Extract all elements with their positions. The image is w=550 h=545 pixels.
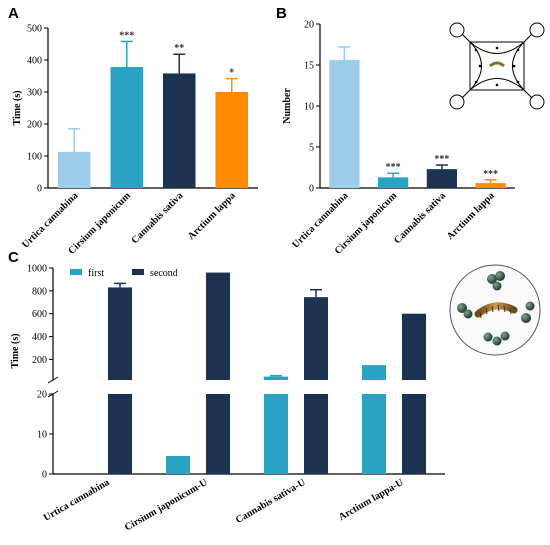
c-y-tick-label: 800 [32,286,47,297]
c-bar-first [264,394,288,474]
a-significance-label: ** [174,43,184,54]
b-significance-label: *** [483,169,498,180]
c-category-label: Cirsium japonicum-U [123,477,210,533]
c-bar-first [362,394,386,474]
b-bar [475,183,506,188]
b-bar [378,177,409,188]
chart-c: 200 400 600 800 1000 0 10 20 Time (s) Urtica cann… [10,264,445,533]
a-bar [215,92,249,188]
b-y-axis-label: Number [282,88,293,124]
c-bar-second [206,394,230,474]
c-y-tick-label: 20 [37,390,47,401]
c-axis-break-mark [47,376,59,384]
b-y-tick-label: 15 [304,61,314,72]
a-significance-label: *** [119,30,134,41]
a-significance-label: * [229,68,234,79]
c-bar-second [402,313,426,380]
c-category-label: Urtica cannabina [42,477,112,524]
a-category-label: Cannabis sativa [129,190,185,246]
c-legend-label-first: first [88,268,104,279]
a-bar [57,151,91,188]
b-bar [426,169,457,188]
a-y-tick-label: 0 [37,184,42,195]
a-y-axis-label: Time (s) [12,90,23,125]
b-y-tick-label: 5 [309,143,314,154]
a-y-tick-label: 200 [27,120,42,131]
a-bar [110,67,144,188]
panel-b-letter: B [276,5,287,22]
b-significance-label: *** [386,162,401,173]
c-legend-label-second: second [150,268,178,279]
b-y-tick-label: 20 [304,20,314,31]
c-y-tick-label: 10 [37,430,47,441]
b-significance-label: *** [434,154,449,165]
petri-dish-photo-icon [449,264,541,356]
c-bar-second [402,394,426,474]
b-category-label: Cannabis sativa [392,190,448,246]
a-category-label: Urtica cannabina [20,190,80,250]
c-y-tick-label: 400 [32,332,47,343]
c-legend-swatch-second [132,269,144,275]
a-y-tick-label: 300 [27,88,42,99]
b-y-tick-label: 0 [309,184,314,195]
c-bar-second [206,272,230,380]
c-bar-second [304,297,328,380]
c-bar-first [166,456,190,474]
arena-diagram-icon [449,22,545,110]
b-category-label: Arctium lappa [445,190,497,242]
b-y-tick-label: 10 [304,102,314,113]
a-y-tick-label: 100 [27,152,42,163]
c-y-tick-label: 200 [32,355,47,366]
c-y-tick-label: 600 [32,309,47,320]
c-y-tick-label: 1000 [27,264,47,275]
chart-a: 0 100 200 300 400 500 Time (s) Urtica cannabina… [12,24,258,257]
b-bar [329,60,360,188]
c-bar-second [304,394,328,474]
c-category-label: Arctium lappa-U [337,477,406,523]
c-bar-second [108,394,132,474]
c-bar-first [362,365,386,380]
c-legend-swatch-first [70,269,82,275]
c-category-label: Cannabis sativa-U [234,477,308,526]
panel-c-letter: C [8,249,19,266]
a-y-tick-label: 500 [27,24,42,35]
c-bar-first [264,376,288,380]
panel-a-letter: A [8,5,19,22]
a-bar [162,73,196,188]
a-y-tick-label: 400 [27,56,42,67]
a-category-label: Arctium lappa [186,190,238,242]
c-bar-second [108,287,132,380]
c-y-tick-label: 0 [42,470,47,481]
c-y-axis-label: Time (s) [10,333,21,368]
